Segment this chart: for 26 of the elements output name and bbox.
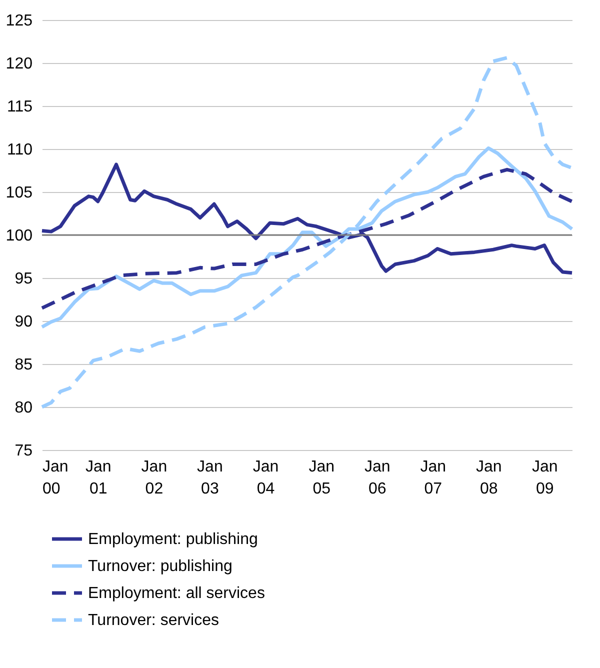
y-tick-label: 75: [14, 442, 33, 460]
y-tick-label: 80: [14, 400, 33, 416]
y-tick-label: 105: [6, 184, 33, 202]
x-tick-label: Jan 09: [532, 458, 558, 498]
y-tick-label: 110: [6, 142, 33, 158]
x-tick-label: Jan 07: [420, 458, 446, 498]
y-tick-label: 115: [6, 98, 33, 116]
x-tick-label: Jan 04: [252, 458, 279, 498]
legend-label: Employment: publishing: [88, 531, 258, 548]
x-tick-label: Jan 06: [364, 458, 390, 498]
x-tick-label: Jan 03: [197, 458, 223, 498]
legend-label: Employment: all services: [88, 585, 265, 602]
y-tick-label: 120: [6, 56, 33, 72]
line-series: [40, 56, 574, 409]
x-tick-label: Jan 01: [86, 458, 112, 498]
x-tick-label: Jan 05: [308, 458, 335, 498]
y-tick-label: 125: [6, 12, 33, 30]
y-tick-label: 95: [14, 270, 33, 288]
y-tick-label: 90: [14, 314, 33, 330]
x-tick-label: Jan 02: [141, 458, 168, 498]
y-tick-label: 85: [14, 356, 33, 374]
legend-label: Turnover: services: [88, 612, 219, 629]
legend-label: Turnover: publishing: [88, 558, 232, 575]
x-tick-label: Jan 00: [42, 458, 68, 498]
y-tick-label: 100: [6, 228, 33, 244]
x-tick-label: Jan 08: [476, 458, 502, 498]
